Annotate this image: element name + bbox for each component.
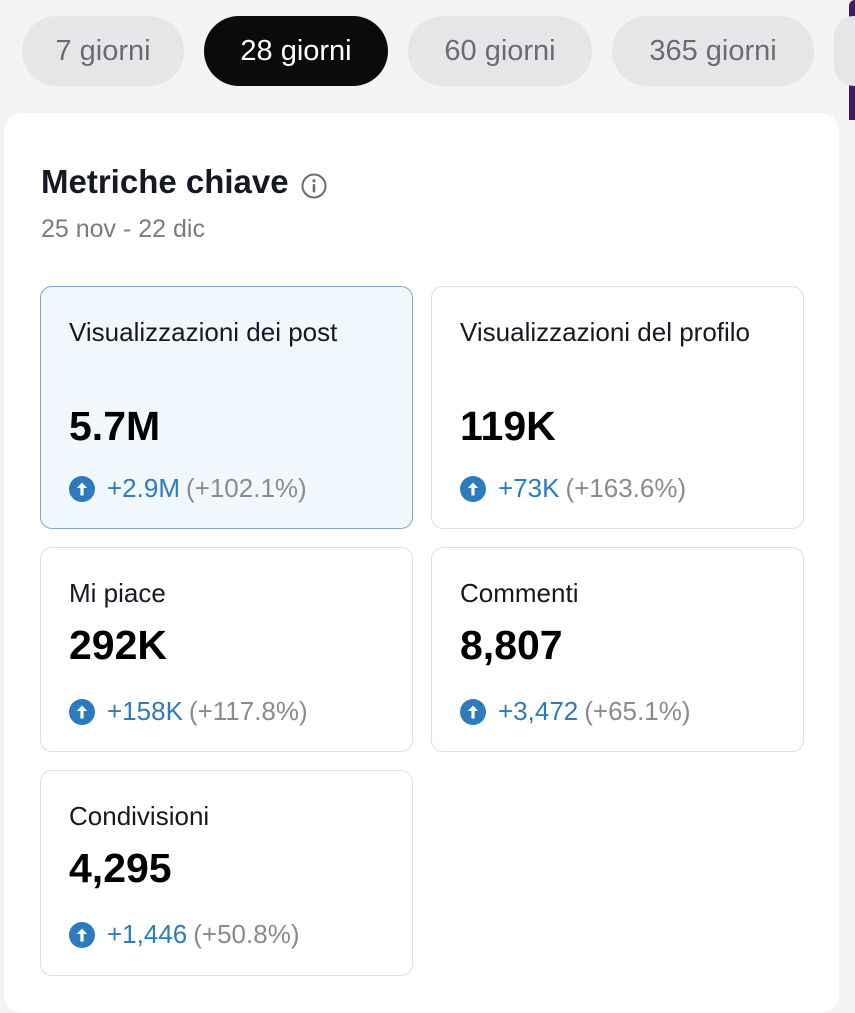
metric-change: +158K (+117.8%) (69, 696, 308, 727)
metric-label: Visualizzazioni dei post (69, 317, 338, 347)
metric-percent: (+102.1%) (186, 473, 307, 503)
key-metrics-title: Metriche chiave (41, 163, 289, 200)
metric-label: Mi piace (69, 578, 166, 608)
metric-delta: +3,472 (498, 696, 579, 726)
metric-delta: +73K (498, 473, 560, 503)
metric-value: 8,807 (460, 622, 563, 668)
metric-delta: +158K (107, 696, 183, 726)
key-metrics-panel: Metriche chiave 25 nov - 22 dic Visualiz… (4, 113, 839, 1013)
metric-label: Visualizzazioni del profilo (460, 317, 751, 347)
metric-value: 5.7M (69, 403, 161, 449)
tab-60-days[interactable]: 60 giorni (408, 16, 592, 86)
date-range-label: 25 nov - 22 dic (41, 215, 205, 243)
tab-7-days[interactable]: 7 giorni (22, 16, 184, 86)
metric-percent: (+117.8%) (188, 696, 308, 726)
tab-28-days[interactable]: 28 giorni (204, 16, 388, 86)
metric-card-likes[interactable]: Mi piace 292K +158K (+117.8%) (40, 547, 413, 752)
metric-delta: +1,446 (107, 919, 188, 949)
metric-value: 292K (69, 622, 168, 668)
arrow-up-circle-icon (460, 698, 486, 725)
metric-card-post-views[interactable]: Visualizzazioni dei post 5.7M +2.9M (+10… (40, 286, 413, 529)
metric-label: Commenti (460, 578, 579, 608)
metric-percent: (+65.1%) (584, 696, 691, 726)
metric-value: 119K (460, 403, 556, 449)
metric-card-shares[interactable]: Condivisioni 4,295 +1,446 (+50.8%) (40, 770, 413, 976)
tab-365-days[interactable]: 365 giorni (612, 16, 814, 86)
metric-change: +3,472 (+65.1%) (460, 696, 690, 727)
metric-card-comments[interactable]: Commenti 8,807 +3,472 (+65.1%) (431, 547, 804, 752)
key-metrics-header: Metriche chiave (41, 163, 327, 201)
arrow-up-circle-icon (460, 475, 486, 502)
info-icon[interactable] (301, 169, 327, 199)
arrow-up-circle-icon (69, 698, 95, 725)
metric-change: +1,446 (+50.8%) (69, 919, 299, 950)
metric-change: +73K (+163.6%) (460, 473, 686, 504)
metric-percent: (+163.6%) (565, 473, 687, 503)
metric-card-profile-views[interactable]: Visualizzazioni del profilo 119K +73K (+… (431, 286, 804, 529)
arrow-up-circle-icon (69, 475, 95, 502)
metric-change: +2.9M (+102.1%) (69, 473, 307, 504)
date-range-tabs: 7 giorni 28 giorni 60 giorni 365 giorni (22, 16, 855, 86)
metric-value: 4,295 (69, 845, 172, 891)
metric-delta: +2.9M (107, 473, 180, 503)
metric-label: Condivisioni (69, 801, 210, 831)
metric-percent: (+50.8%) (193, 919, 300, 949)
arrow-up-circle-icon (69, 921, 95, 948)
tab-more-partial[interactable] (834, 16, 855, 86)
